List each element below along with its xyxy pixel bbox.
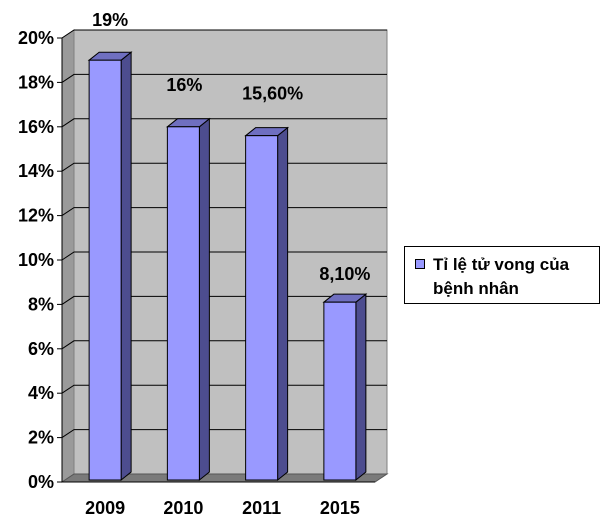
y-tick-label: 18% [18, 72, 54, 92]
gridline [61, 29, 387, 39]
y-tick-label: 8% [28, 294, 54, 314]
bar-side [355, 293, 367, 482]
data-label: 8,10% [319, 264, 370, 284]
y-axis-ticks: 0% 2% 4% 6% 8% 10% 12% 14% 16% 18% 20% [18, 28, 62, 492]
y-tick-label: 20% [18, 28, 54, 48]
x-tick-label: 2011 [242, 498, 281, 518]
x-tick-label: 2009 [85, 498, 125, 518]
y-tick-label: 12% [18, 206, 54, 226]
y-tick-label: 4% [28, 383, 54, 403]
bar [245, 135, 279, 481]
data-label: 15,60% [242, 84, 303, 104]
y-tick-label: 2% [28, 428, 54, 448]
y-tick-label: 0% [28, 472, 54, 492]
gridline [61, 118, 387, 128]
data-labels: 19% 16% 15,60% 8,10% [92, 10, 370, 284]
bar-side [198, 117, 210, 482]
y-tick-label: 6% [28, 339, 54, 359]
data-label: 19% [92, 10, 128, 30]
legend-swatch [415, 259, 425, 269]
bar [166, 126, 200, 481]
gridline [61, 73, 387, 83]
bars [87, 51, 368, 482]
y-tick-label: 10% [18, 250, 54, 270]
legend-label: Tỉ lệ tử vong của bệnh nhân [433, 255, 570, 298]
data-label: 16% [166, 75, 202, 95]
x-tick-label: 2010 [163, 498, 203, 518]
bar [323, 301, 357, 481]
bar-side [277, 126, 289, 482]
y-tick-label: 16% [18, 117, 54, 137]
x-tick-label: 2015 [320, 498, 360, 518]
bar [88, 59, 122, 481]
x-axis-ticks: 2009 2010 2011 2015 [85, 498, 360, 518]
legend: Tỉ lệ tử vong của bệnh nhân [404, 246, 600, 304]
y-tick-label: 14% [18, 161, 54, 181]
bar-side [120, 51, 132, 482]
